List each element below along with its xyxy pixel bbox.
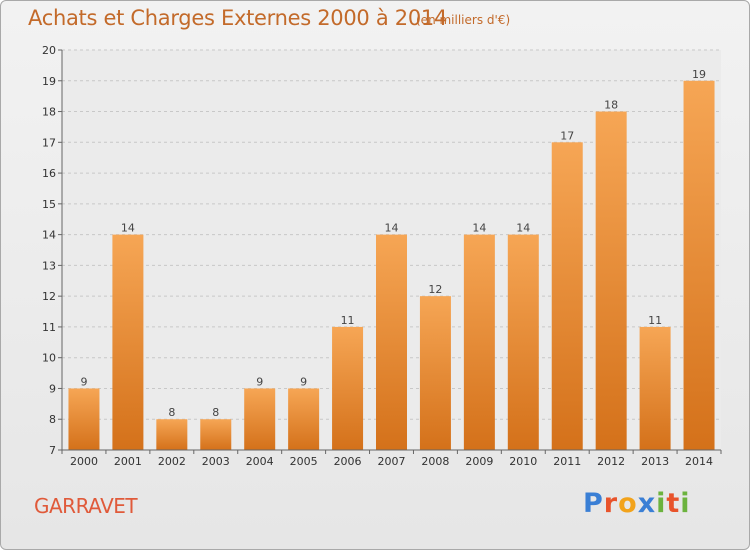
x-tick-label: 2006 bbox=[334, 455, 362, 468]
logo-letter: o bbox=[618, 488, 638, 519]
x-tick-label: 2011 bbox=[553, 455, 581, 468]
proxiti-logo: Proxiti bbox=[583, 488, 691, 519]
bar-2001 bbox=[112, 234, 144, 450]
x-tick-label: 2013 bbox=[641, 455, 669, 468]
x-tick-label: 2002 bbox=[158, 455, 186, 468]
bar-2000 bbox=[68, 388, 100, 450]
bar-2012 bbox=[595, 111, 627, 451]
chart-title: Achats et Charges Externes 2000 à 2014 bbox=[28, 6, 448, 30]
y-tick-label: 16 bbox=[42, 167, 56, 180]
x-tick-label: 2008 bbox=[421, 455, 449, 468]
y-tick-label: 20 bbox=[42, 44, 56, 57]
logo-letter: r bbox=[603, 488, 619, 519]
x-tick-label: 2003 bbox=[202, 455, 230, 468]
bar-2005 bbox=[288, 388, 320, 450]
axes: 7 8 9 10 11 12 13 14 15 16 17 18 19 20 2000 2001 2002 200… bbox=[42, 44, 722, 468]
y-tick-label: 7 bbox=[49, 444, 56, 457]
y-tick-label: 12 bbox=[42, 290, 56, 303]
x-tick-label: 2005 bbox=[290, 455, 318, 468]
bar-2008 bbox=[419, 296, 451, 450]
bar-2011 bbox=[551, 142, 583, 451]
y-tick-label: 14 bbox=[42, 229, 56, 242]
value-label: 18 bbox=[604, 99, 618, 112]
bar-2006 bbox=[332, 326, 364, 450]
x-tick-label: 2004 bbox=[246, 455, 274, 468]
y-tick-label: 19 bbox=[42, 75, 56, 88]
value-label: 14 bbox=[121, 222, 135, 235]
bar-2002 bbox=[156, 419, 188, 450]
x-tick-label: 2001 bbox=[114, 455, 142, 468]
value-label: 8 bbox=[168, 406, 175, 419]
value-label: 11 bbox=[648, 314, 662, 327]
value-label: 9 bbox=[300, 375, 307, 388]
y-tick-label: 13 bbox=[42, 259, 56, 272]
value-label: 19 bbox=[692, 68, 706, 81]
x-tick-label: 2009 bbox=[465, 455, 493, 468]
x-tick-label: 2007 bbox=[378, 455, 406, 468]
x-tick-label: 2012 bbox=[597, 455, 625, 468]
value-label: 8 bbox=[212, 406, 219, 419]
x-tick-label: 2010 bbox=[509, 455, 537, 468]
bar-2014 bbox=[683, 80, 715, 451]
logo-letter: x bbox=[637, 488, 657, 519]
y-tick-label: 10 bbox=[42, 352, 56, 365]
y-tick-label: 18 bbox=[42, 106, 56, 119]
x-tick-label: 2000 bbox=[70, 455, 98, 468]
value-label: 14 bbox=[385, 222, 399, 235]
x-tick-label: 2014 bbox=[685, 455, 713, 468]
value-label: 14 bbox=[516, 222, 530, 235]
y-tick-label: 8 bbox=[49, 413, 56, 426]
value-label: 14 bbox=[472, 222, 486, 235]
bar-2009 bbox=[463, 234, 495, 450]
chart-subtitle: (en milliers d'€) bbox=[416, 13, 511, 27]
value-label: 11 bbox=[341, 314, 355, 327]
bar-2007 bbox=[376, 234, 407, 450]
logo-letter: P bbox=[583, 488, 604, 519]
bar-2004 bbox=[244, 388, 276, 450]
bar-2013 bbox=[639, 326, 671, 450]
value-label: 17 bbox=[560, 129, 574, 142]
value-label: 9 bbox=[80, 375, 87, 388]
bar-2010 bbox=[507, 234, 539, 450]
y-tick-label: 15 bbox=[42, 198, 56, 211]
logo-letter: i bbox=[680, 488, 691, 519]
bar-2003 bbox=[200, 419, 232, 450]
commune-name: GARRAVET bbox=[34, 494, 138, 518]
value-label: 9 bbox=[256, 375, 263, 388]
value-label: 12 bbox=[428, 283, 442, 296]
y-tick-label: 17 bbox=[42, 136, 56, 149]
y-tick-label: 9 bbox=[49, 382, 56, 395]
bars: 9 14 8 8 9 9 11 14 12 14 14 17 18 11 19 bbox=[68, 68, 715, 451]
y-tick-label: 11 bbox=[42, 321, 56, 334]
logo-letter: i bbox=[656, 488, 667, 519]
logo-letter: t bbox=[666, 488, 681, 519]
